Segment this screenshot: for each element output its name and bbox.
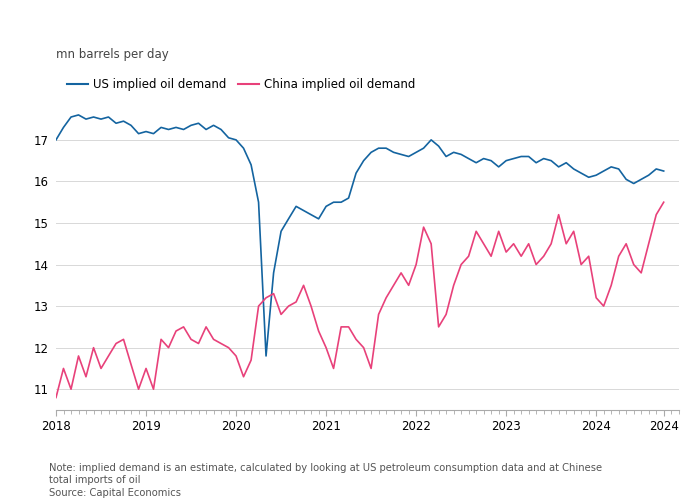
Legend: US implied oil demand, China implied oil demand: US implied oil demand, China implied oil… — [62, 74, 420, 96]
Text: mn barrels per day: mn barrels per day — [56, 48, 169, 62]
Text: Source: Capital Economics: Source: Capital Economics — [49, 488, 181, 498]
Text: Note: implied demand is an estimate, calculated by looking at US petroleum consu: Note: implied demand is an estimate, cal… — [49, 464, 602, 485]
